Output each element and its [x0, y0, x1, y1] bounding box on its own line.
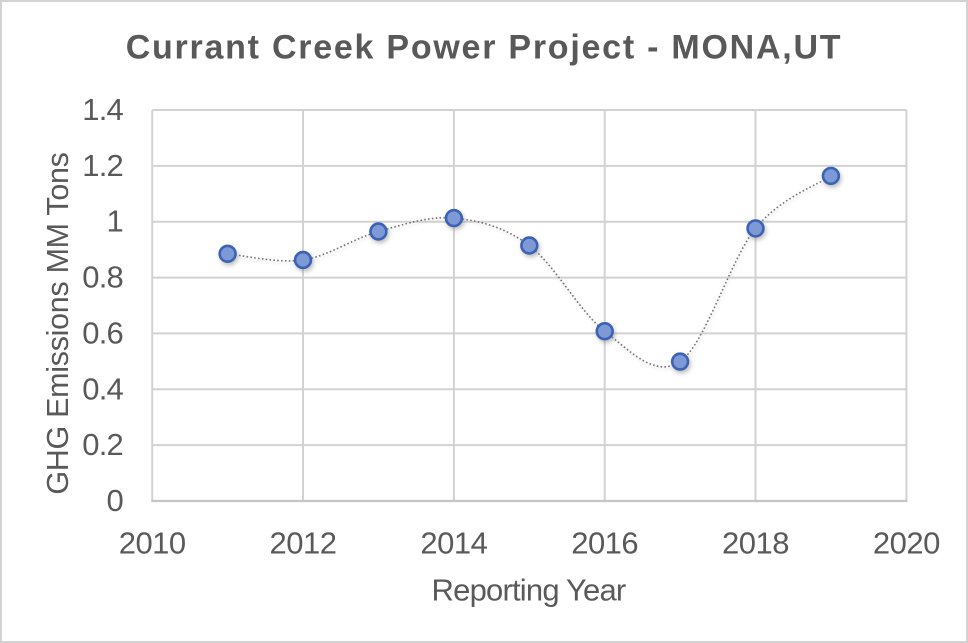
svg-text:2020: 2020	[873, 525, 940, 560]
svg-text:Reporting Year: Reporting Year	[432, 573, 626, 608]
svg-text:0.6: 0.6	[82, 315, 123, 350]
svg-text:2018: 2018	[722, 525, 789, 560]
svg-text:1: 1	[107, 204, 123, 239]
svg-text:GHG Emissions MM Tons: GHG Emissions MM Tons	[41, 152, 75, 494]
svg-text:0.2: 0.2	[82, 427, 123, 462]
svg-text:0.4: 0.4	[82, 371, 123, 406]
svg-text:0.8: 0.8	[82, 260, 123, 295]
svg-text:2016: 2016	[571, 525, 638, 560]
svg-text:2010: 2010	[119, 525, 186, 560]
svg-text:0: 0	[107, 483, 124, 518]
svg-text:2012: 2012	[270, 525, 337, 560]
svg-text:2014: 2014	[420, 525, 487, 560]
svg-text:Currant Creek Power Project -: Currant Creek Power Project - MONA,UT	[126, 29, 843, 67]
svg-text:1.4: 1.4	[82, 92, 123, 127]
svg-text:1.2: 1.2	[82, 148, 123, 183]
